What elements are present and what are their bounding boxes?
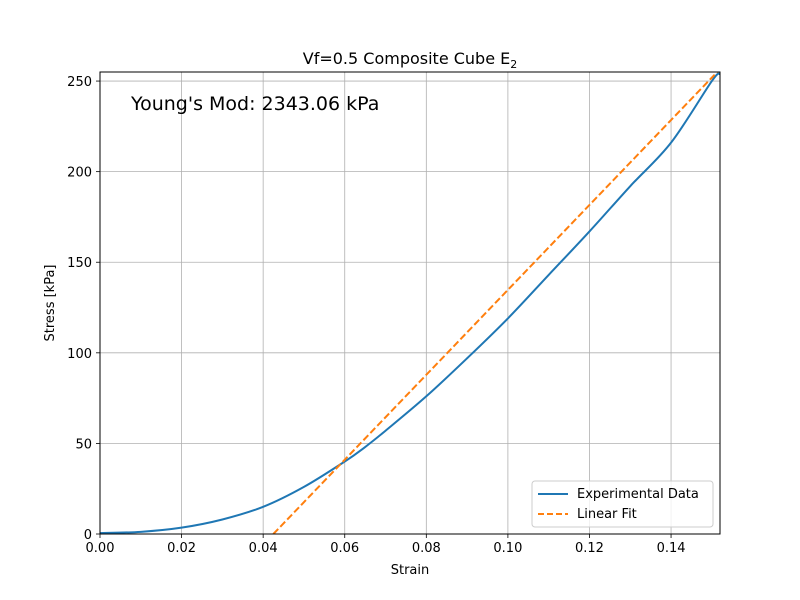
plot-area: [100, 72, 720, 534]
y-tick-label: 200: [67, 166, 92, 181]
x-tick-label: 0.14: [657, 541, 686, 556]
legend-label-experimental: Experimental Data: [577, 487, 699, 502]
legend: Experimental Data Linear Fit: [531, 480, 714, 528]
chart-title: Vf=0.5 Composite Cube E2: [303, 49, 518, 71]
x-tick-label: 0.00: [86, 541, 115, 556]
x-tick-label: 0.06: [330, 541, 359, 556]
y-tick-label: 100: [67, 347, 92, 362]
legend-label-linear-fit: Linear Fit: [577, 507, 637, 522]
plot-frame: [99, 71, 721, 535]
x-tick-label: 0.12: [575, 541, 604, 556]
y-axis-label: Stress [kPa]: [43, 265, 58, 342]
y-tick-label: 150: [67, 256, 92, 271]
y-tick-label: 0: [84, 528, 92, 543]
y-tick-label: 50: [75, 437, 92, 452]
x-axis-label: Strain: [391, 563, 430, 578]
legend-box: [531, 480, 714, 528]
x-tick-label: 0.08: [412, 541, 441, 556]
chart-title-subscript: 2: [510, 58, 517, 71]
y-tick-label: 250: [67, 75, 92, 90]
x-tick-label: 0.04: [249, 541, 278, 556]
x-tick-label: 0.10: [493, 541, 522, 556]
youngs-modulus-annotation: Young's Mod: 2343.06 kPa: [130, 93, 379, 115]
series-linear-fit: [272, 72, 719, 534]
x-tick-label: 0.02: [167, 541, 196, 556]
series-experimental-data: [100, 72, 720, 534]
x-axis: 0.00 0.02 0.04 0.06 0.08 0.10 0.12 0.14: [86, 534, 686, 556]
y-axis: 0 50 100 150 200 250: [67, 75, 100, 543]
series-layer: [100, 72, 720, 534]
